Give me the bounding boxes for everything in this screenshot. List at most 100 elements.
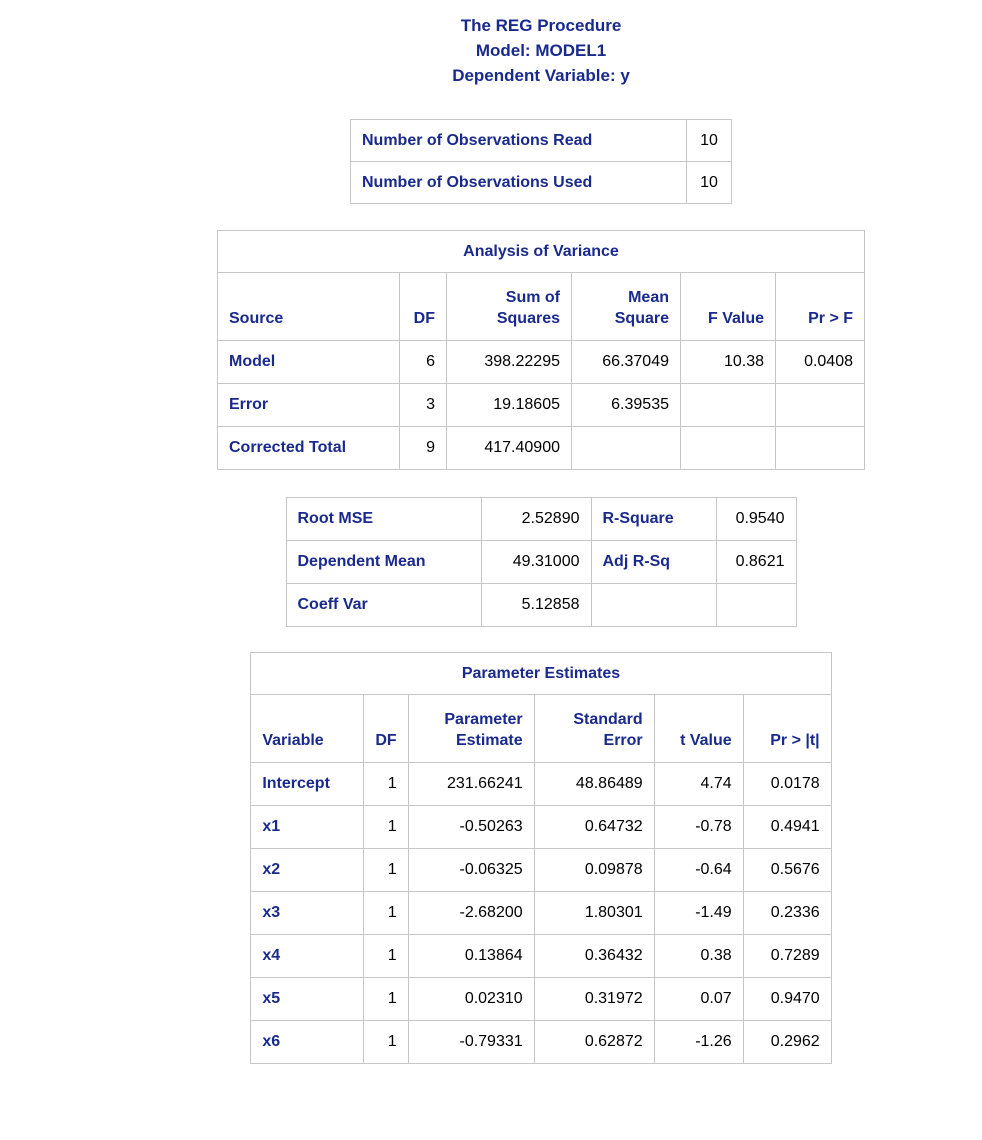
table-title: Parameter Estimates — [250, 652, 832, 695]
fit-statistics-table: Root MSE 2.52890 R-Square 0.9540 Depende… — [285, 497, 797, 627]
cell-value: -0.79331 — [407, 1020, 535, 1064]
cell-value: 1 — [363, 977, 409, 1021]
procedure-title: The REG Procedure — [460, 16, 622, 35]
column-header: Parameter Estimate — [407, 694, 535, 763]
row-label: x3 — [250, 891, 365, 935]
table-row: Root MSE 2.52890 R-Square 0.9540 — [285, 497, 797, 541]
cell-value: 0.2336 — [742, 891, 832, 935]
row-label: Adj R-Sq — [590, 540, 717, 584]
cell-value: 0.0408 — [775, 340, 865, 384]
observations-table: Number of Observations Read 10 Number of… — [350, 119, 732, 204]
column-header: Pr > |t| — [742, 694, 832, 763]
cell-value: 2.52890 — [480, 497, 592, 541]
column-header: Pr > F — [775, 272, 865, 341]
cell-value: -1.26 — [653, 1020, 744, 1064]
row-label: Number of Observations Used — [350, 161, 687, 204]
row-label — [590, 583, 717, 627]
sas-report-page: The REG Procedure Model: MODEL1 Dependen… — [100, 0, 982, 1064]
cell-value: 49.31000 — [480, 540, 592, 584]
row-label: x1 — [250, 805, 365, 849]
cell-value: 0.09878 — [533, 848, 655, 892]
table-row: Number of Observations Used 10 — [350, 161, 732, 204]
cell-value: 5.12858 — [480, 583, 592, 627]
cell-value: 3 — [399, 383, 447, 427]
table-row: x5 1 0.02310 0.31972 0.07 0.9470 — [250, 977, 832, 1021]
cell-value: 417.40900 — [446, 426, 572, 470]
row-label: Intercept — [250, 762, 365, 806]
cell-value: 0.4941 — [742, 805, 832, 849]
row-label: Corrected Total — [217, 426, 400, 470]
table-row: x4 1 0.13864 0.36432 0.38 0.7289 — [250, 934, 832, 978]
column-header: Sum of Squares — [446, 272, 572, 341]
cell-value: -0.06325 — [407, 848, 535, 892]
cell-value: 1 — [363, 934, 409, 978]
row-label: x2 — [250, 848, 365, 892]
cell-value: -1.49 — [653, 891, 744, 935]
cell-value: 0.7289 — [742, 934, 832, 978]
cell-value: 1 — [363, 1020, 409, 1064]
row-label: Model — [217, 340, 400, 384]
cell-value: 4.74 — [653, 762, 744, 806]
cell-value — [680, 383, 776, 427]
cell-value: -0.50263 — [407, 805, 535, 849]
table-row: x3 1 -2.68200 1.80301 -1.49 0.2336 — [250, 891, 832, 935]
cell-value — [715, 583, 797, 627]
cell-value: 66.37049 — [571, 340, 681, 384]
cell-value: 1.80301 — [533, 891, 655, 935]
cell-value: 0.31972 — [533, 977, 655, 1021]
table-row: Model 6 398.22295 66.37049 10.38 0.0408 — [217, 340, 865, 384]
row-label: R-Square — [590, 497, 717, 541]
row-label: x4 — [250, 934, 365, 978]
cell-value: 1 — [363, 848, 409, 892]
cell-value: 0.8621 — [715, 540, 797, 584]
cell-value: 0.2962 — [742, 1020, 832, 1064]
column-header: DF — [363, 694, 409, 763]
table-row: Dependent Mean 49.31000 Adj R-Sq 0.8621 — [285, 540, 797, 584]
cell-value: -0.64 — [653, 848, 744, 892]
table-header-row: Source DF Sum of Squares Mean Square F V… — [217, 272, 865, 341]
table-row: x1 1 -0.50263 0.64732 -0.78 0.4941 — [250, 805, 832, 849]
column-header: DF — [399, 272, 447, 341]
cell-value: -2.68200 — [407, 891, 535, 935]
cell-value: 231.66241 — [407, 762, 535, 806]
table-row: Number of Observations Read 10 — [350, 119, 732, 162]
table-header-row: Variable DF Parameter Estimate Standard … — [250, 694, 832, 763]
column-header: Variable — [250, 694, 365, 763]
anova-table: Analysis of Variance Source DF Sum of Sq… — [217, 230, 865, 470]
table-row: x6 1 -0.79331 0.62872 -1.26 0.2962 — [250, 1020, 832, 1064]
table-row: Corrected Total 9 417.40900 — [217, 426, 865, 470]
cell-value: 1 — [363, 891, 409, 935]
cell-value: 0.64732 — [533, 805, 655, 849]
cell-value — [775, 426, 865, 470]
cell-value: 48.86489 — [533, 762, 655, 806]
cell-value: 6.39535 — [571, 383, 681, 427]
table-title: Analysis of Variance — [217, 230, 865, 273]
table-row: x2 1 -0.06325 0.09878 -0.64 0.5676 — [250, 848, 832, 892]
cell-value: 0.9470 — [742, 977, 832, 1021]
cell-value: 0.36432 — [533, 934, 655, 978]
cell-value: 0.0178 — [742, 762, 832, 806]
table-row: Error 3 19.18605 6.39535 — [217, 383, 865, 427]
row-label: x6 — [250, 1020, 365, 1064]
row-label: Dependent Mean — [285, 540, 482, 584]
cell-value: 0.9540 — [715, 497, 797, 541]
row-label: x5 — [250, 977, 365, 1021]
cell-value: 0.02310 — [407, 977, 535, 1021]
table-row: Intercept 1 231.66241 48.86489 4.74 0.01… — [250, 762, 832, 806]
column-header: Mean Square — [571, 272, 681, 341]
cell-value: 398.22295 — [446, 340, 572, 384]
cell-value: 10.38 — [680, 340, 776, 384]
row-label: Error — [217, 383, 400, 427]
cell-value: 6 — [399, 340, 447, 384]
cell-value: 0.5676 — [742, 848, 832, 892]
column-header: F Value — [680, 272, 776, 341]
dependent-variable-title: Dependent Variable: y — [452, 66, 630, 85]
cell-value — [775, 383, 865, 427]
cell-value: 10 — [686, 119, 732, 162]
table-row: Coeff Var 5.12858 — [285, 583, 797, 627]
row-label: Number of Observations Read — [350, 119, 687, 162]
row-label: Root MSE — [285, 497, 482, 541]
cell-value: 19.18605 — [446, 383, 572, 427]
cell-value: 10 — [686, 161, 732, 204]
cell-value: 0.13864 — [407, 934, 535, 978]
